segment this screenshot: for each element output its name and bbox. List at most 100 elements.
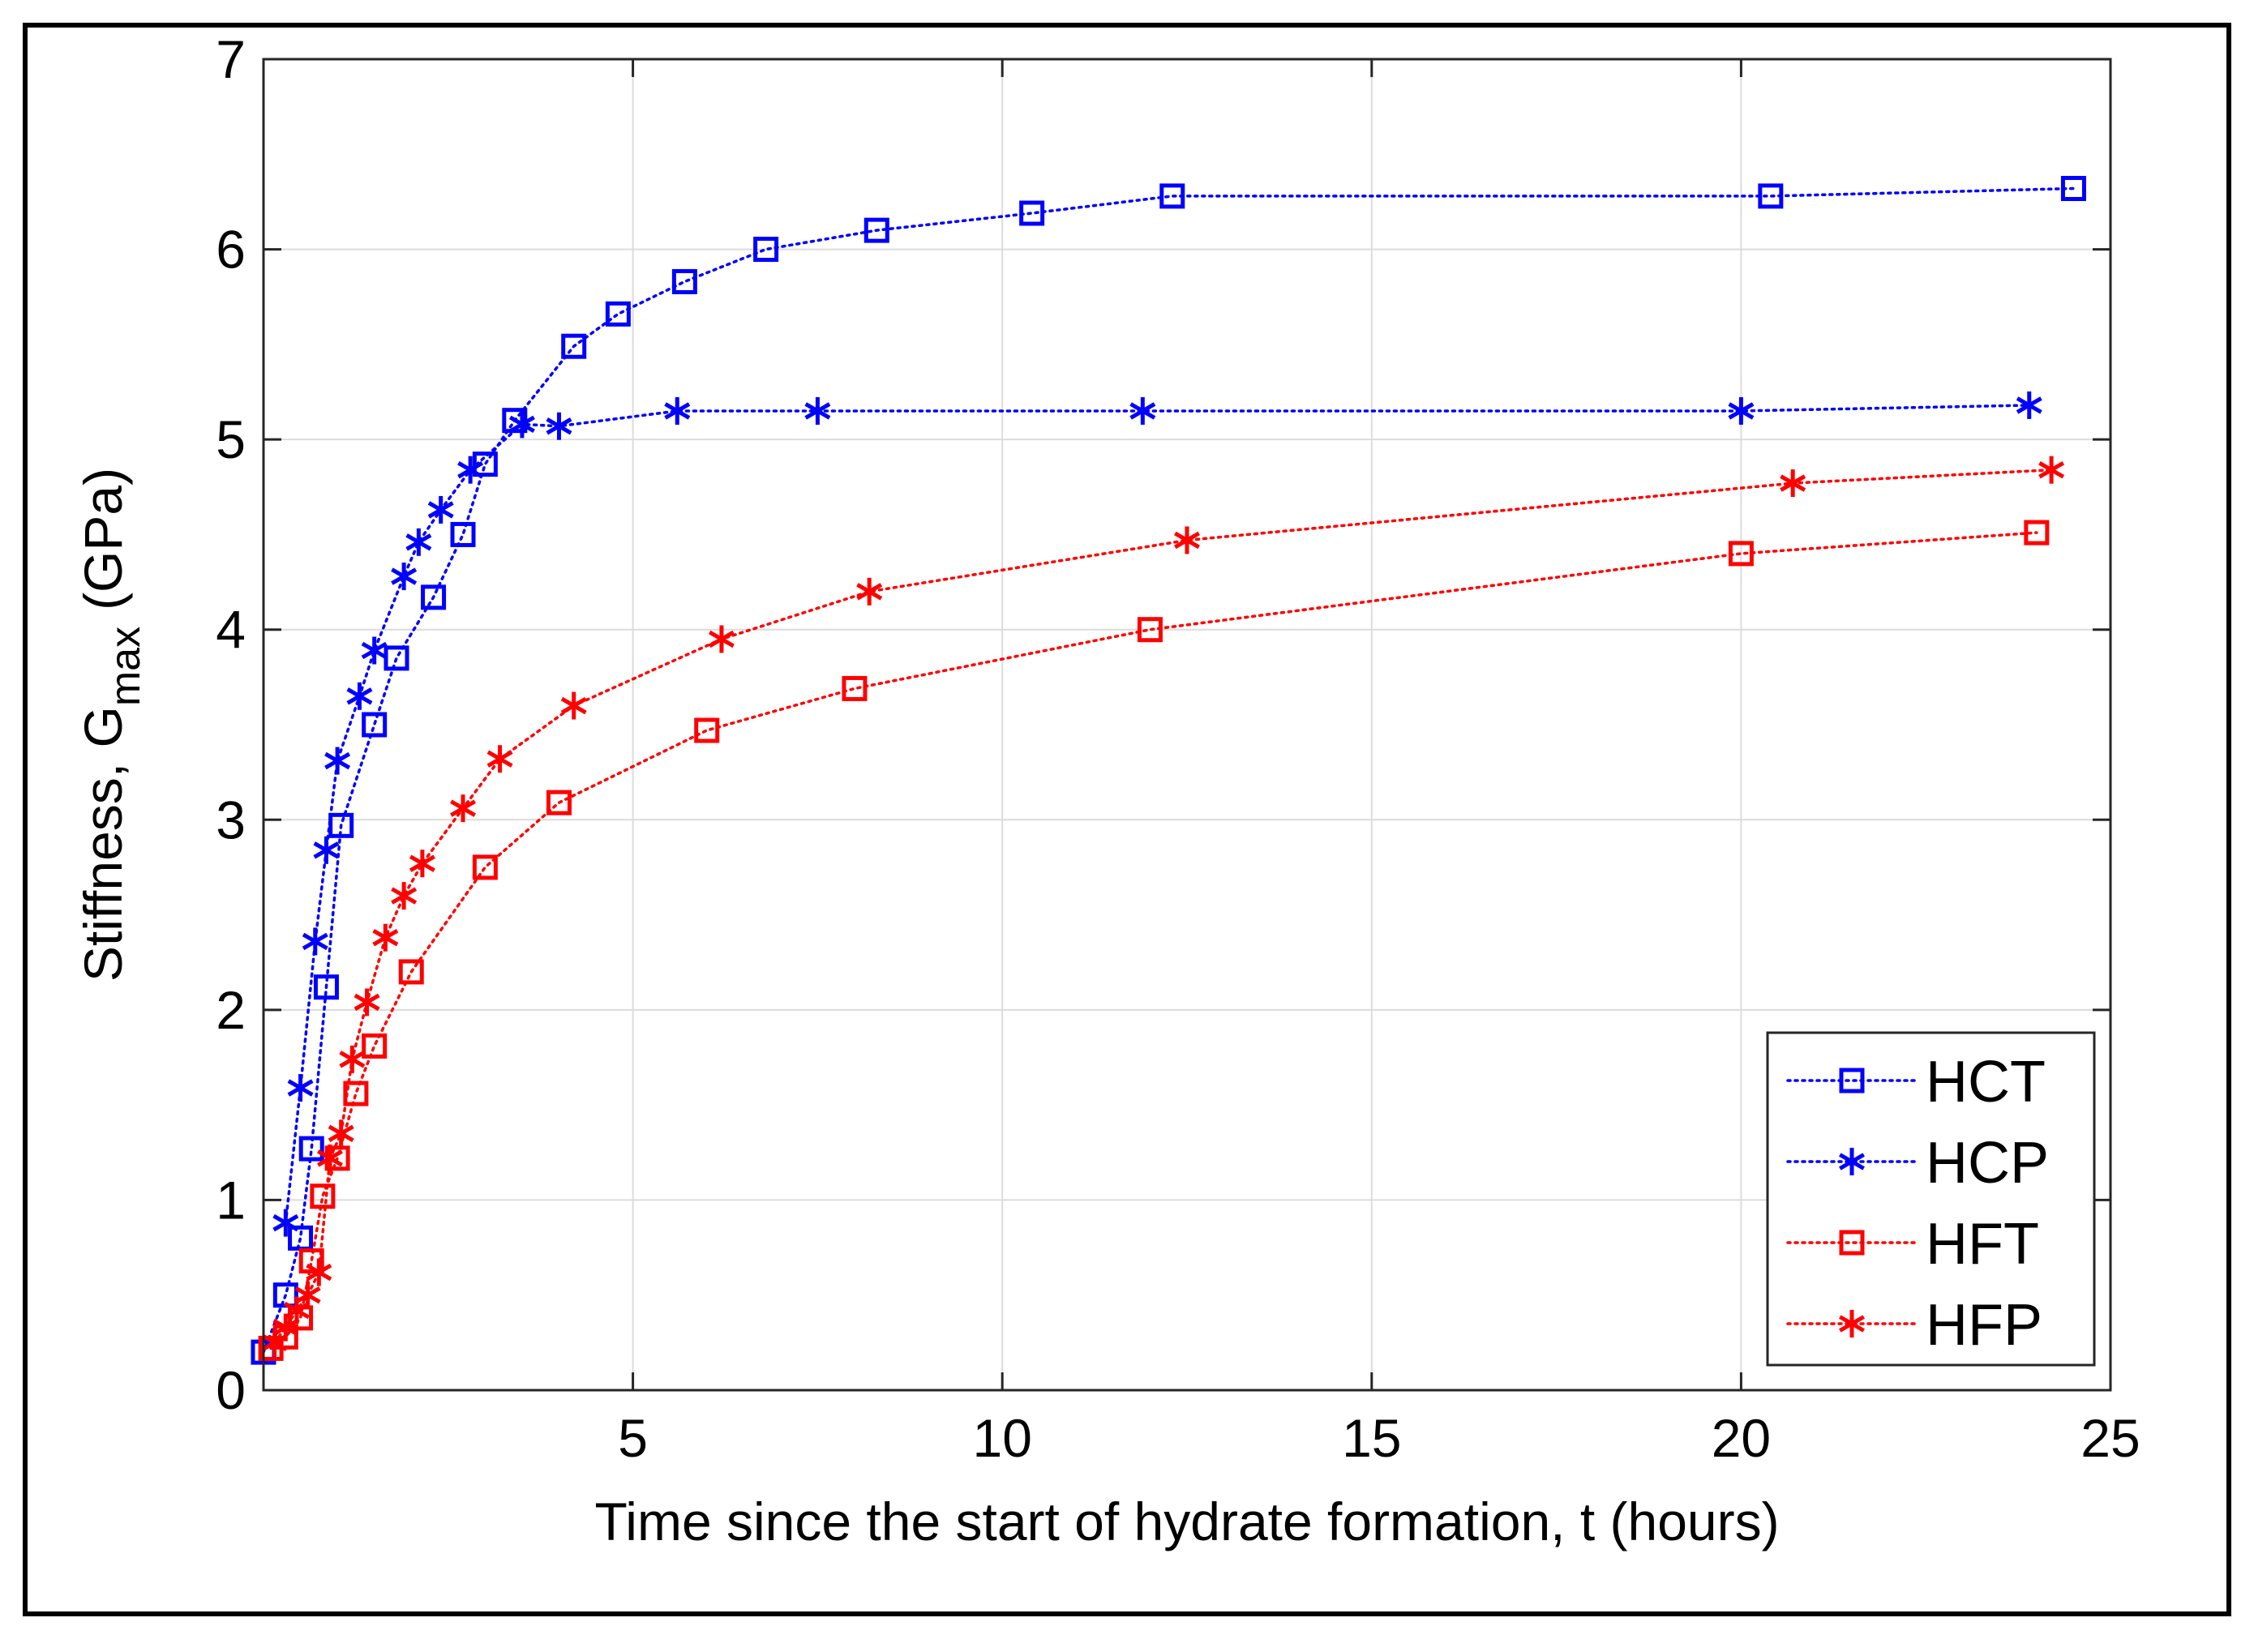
data-point-hcp-12: [546, 412, 572, 440]
y-tick-label-5: 5: [216, 409, 246, 469]
data-point-hct-16: [863, 217, 889, 243]
data-point-hft-6: [343, 1081, 369, 1106]
data-point-hcp-16: [1728, 396, 1755, 425]
data-point-hfp-10: [391, 882, 418, 910]
data-point-hfp-16: [856, 577, 883, 606]
legend-entry-hcp: HCP: [1786, 1131, 2049, 1196]
data-point-hcp-15: [1129, 396, 1156, 425]
data-point-hfp-19: [2038, 456, 2065, 484]
data-point-hct-9: [450, 521, 476, 547]
data-point-hcp-3: [313, 836, 340, 864]
data-point-hcp-9: [427, 495, 454, 524]
legend-label-hfp: HFP: [1926, 1293, 2042, 1358]
data-point-hct-15: [753, 237, 779, 263]
x-tick-label-10: 10: [972, 1408, 1031, 1468]
y-tick-label-6: 6: [216, 220, 246, 280]
legend-marker-hft: [1839, 1230, 1865, 1256]
data-point-hcp-14: [804, 396, 831, 425]
y-axis-label-main: Stiffness, G: [73, 706, 133, 982]
data-point-hcp-4: [324, 747, 351, 775]
legend-marker-hcp: [1839, 1148, 1865, 1175]
x-tick-label-25: 25: [2080, 1408, 2140, 1468]
data-point-hfp-11: [409, 850, 435, 878]
data-point-hfp-12: [450, 794, 476, 823]
data-point-hct-18: [1159, 183, 1185, 209]
legend-label-hct: HCT: [1926, 1050, 2046, 1115]
x-axis-label: Time since the start of hydrate formatio…: [594, 1492, 1779, 1551]
data-point-hfp-9: [372, 923, 399, 952]
data-point-hcp-5: [346, 682, 373, 710]
legend-marker-hct: [1839, 1068, 1865, 1093]
data-point-hct-17: [1019, 200, 1045, 226]
data-point-hcp-10: [457, 456, 484, 484]
data-point-hct-7: [384, 645, 409, 671]
legend: HCT HCP HFT HFP: [1766, 1031, 2096, 1367]
data-point-hct-3: [298, 1136, 324, 1162]
x-tick-label-5: 5: [618, 1408, 648, 1468]
x-tick-label-15: 15: [1342, 1408, 1401, 1468]
grid: [264, 59, 2110, 1390]
legend-entry-hfp: HFP: [1786, 1293, 2042, 1358]
data-point-hct-12: [561, 333, 587, 359]
data-point-hcp-17: [2016, 391, 2042, 419]
data-point-hct-10: [472, 452, 498, 477]
data-point-hft-14: [1728, 541, 1754, 567]
series-hfp: [261, 456, 2065, 1357]
data-point-hft-12: [842, 675, 868, 701]
y-tick-label-4: 4: [216, 600, 246, 660]
data-point-hct-8: [421, 584, 447, 610]
data-point-hcp-6: [361, 636, 388, 665]
legend-label-hcp: HCP: [1926, 1131, 2049, 1196]
data-point-hcp-1: [287, 1074, 314, 1102]
legend-marker-hfp: [1839, 1310, 1865, 1337]
y-tick-label-3: 3: [216, 790, 246, 850]
data-point-hct-14: [671, 268, 697, 294]
data-point-hft-10: [546, 790, 572, 815]
data-point-hct-13: [605, 301, 631, 327]
legend-label-hft: HFT: [1926, 1212, 2039, 1277]
data-point-hct-5: [328, 812, 354, 838]
legend-entry-hct: HCT: [1786, 1050, 2046, 1115]
data-point-hfp-5: [317, 1144, 343, 1172]
data-point-hct-6: [362, 712, 388, 738]
data-point-hfp-17: [1174, 526, 1200, 554]
data-point-hcp-8: [405, 528, 432, 556]
y-tick-label-0: 0: [216, 1360, 246, 1420]
data-point-hfp-15: [708, 625, 735, 653]
data-point-hcp-13: [664, 396, 691, 425]
y-tick-label-2: 2: [216, 980, 246, 1040]
data-point-hcp-7: [391, 563, 418, 591]
data-point-hct-19: [1758, 183, 1784, 209]
data-point-hfp-7: [339, 1045, 366, 1073]
data-point-hfp-3: [294, 1281, 321, 1309]
data-point-hfp-8: [354, 988, 380, 1016]
data-point-hfp-18: [1780, 469, 1806, 498]
series-hct: [251, 176, 2086, 1365]
data-point-hft-7: [362, 1033, 388, 1059]
legend-box: [1766, 1031, 2096, 1367]
series-line-hcp: [284, 404, 2031, 1225]
data-point-hct-4: [313, 974, 339, 1000]
data-point-hct-20: [2060, 176, 2086, 202]
series-layer: [251, 176, 2086, 1365]
ticks: 0 1 2 3 4 5 6 7 5 10 15 20 25: [216, 29, 2140, 1468]
y-axis-label-subscript: max: [102, 627, 149, 706]
data-point-hfp-6: [328, 1119, 354, 1148]
x-tick-label-20: 20: [1712, 1408, 1771, 1468]
data-point-hft-3: [298, 1248, 324, 1273]
plot-area-border: [262, 58, 2112, 1392]
series-line-hct: [262, 186, 2076, 1354]
data-point-hcp-11: [508, 410, 535, 439]
data-point-hft-8: [398, 959, 424, 985]
y-tick-label-1: 1: [216, 1170, 246, 1230]
data-point-hft-11: [694, 717, 720, 743]
data-point-hcp-2: [302, 927, 328, 956]
data-point-hft-13: [1137, 617, 1163, 643]
y-axis-label: Stiffness, Gmax (GPa): [73, 468, 149, 982]
data-point-hcp-0: [272, 1209, 299, 1237]
data-point-hft-4: [310, 1183, 336, 1209]
data-point-hfp-13: [486, 745, 513, 773]
y-axis-label-unit: (GPa): [73, 468, 133, 610]
y-tick-label-7: 7: [216, 29, 246, 89]
